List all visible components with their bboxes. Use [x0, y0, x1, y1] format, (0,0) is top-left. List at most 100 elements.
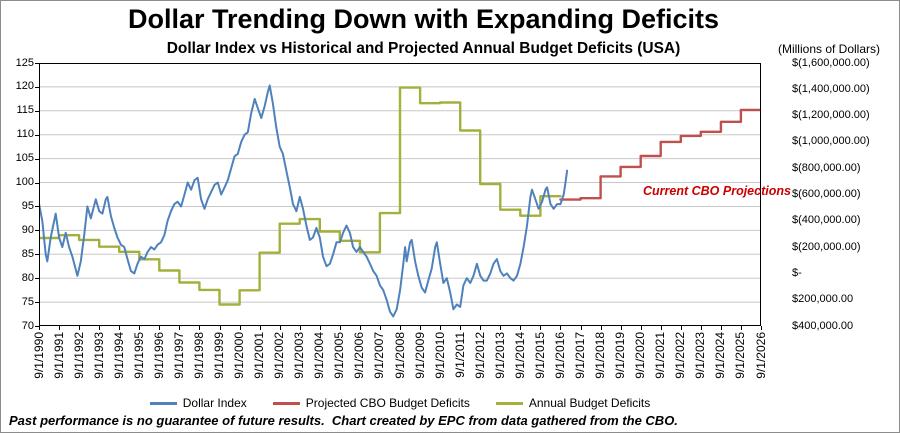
footer-disclaimer: Past performance is no guarantee of futu… — [9, 413, 678, 428]
legend-line-swatch-projected-cbo-budget-deficits — [272, 401, 300, 405]
x-axis-tick-mark — [741, 326, 742, 330]
x-axis-tick-mark — [460, 326, 461, 330]
x-axis-tick-mark — [400, 326, 401, 330]
x-axis-tick-label: 9/1/2014 — [512, 332, 527, 379]
x-axis-tick-mark — [179, 326, 180, 330]
x-axis-tick-mark — [681, 326, 682, 330]
x-axis-tick-label: 9/1/1998 — [191, 332, 206, 379]
y-axis-left-tick-label: 110 — [16, 128, 34, 141]
x-axis-tick-mark — [520, 326, 521, 330]
x-axis-tick-mark — [119, 326, 120, 330]
x-axis-tick-mark — [199, 326, 200, 330]
legend-line-swatch-dollar-index — [149, 401, 177, 405]
x-axis-tick-label: 9/1/1995 — [131, 332, 146, 379]
y-axis-left-tick-label: 125 — [15, 56, 34, 69]
legend-item-dollar-index: Dollar Index — [149, 396, 247, 410]
x-axis-tick-label: 9/1/2007 — [372, 332, 387, 379]
x-axis-tick-mark — [59, 326, 60, 330]
x-axis-tick-label: 9/1/2020 — [633, 332, 648, 379]
y-axis-left-tick-label: 95 — [21, 199, 34, 212]
y-axis-left-tick-mark — [35, 206, 39, 208]
x-axis-tick-label: 9/1/1992 — [71, 332, 86, 379]
x-axis-tick-label: 9/1/2025 — [733, 332, 748, 379]
x-axis-tick-label: 9/1/2008 — [392, 332, 407, 379]
y-axis-left-tick-mark — [35, 158, 39, 160]
x-axis-tick-label: 9/1/2009 — [412, 332, 427, 379]
x-axis-tick-label: 9/1/1999 — [212, 332, 226, 379]
right-axis-units-label: (Millions of Dollars) — [777, 42, 881, 56]
y-axis-right-tick-label: $(800,000.00) — [792, 161, 861, 174]
plot-border — [39, 63, 761, 326]
chart-title: Dollar Trending Down with Expanding Defi… — [127, 4, 720, 34]
legend-label: Projected CBO Budget Deficits — [305, 396, 470, 410]
plot-svg — [37, 63, 763, 326]
x-axis-tick-label: 9/1/2019 — [613, 332, 628, 379]
x-axis-tick-label: 9/1/2018 — [593, 332, 608, 379]
chart-subtitle: Dollar Index vs Historical and Projected… — [166, 40, 681, 57]
legend-item-annual-budget-deficits: Annual Budget Deficits — [495, 396, 651, 410]
x-axis-tick-mark — [440, 326, 441, 330]
x-axis-tick-label: 9/1/2011 — [452, 332, 467, 378]
x-axis-tick-mark — [260, 326, 261, 330]
x-axis-tick-mark — [240, 326, 241, 330]
y-axis-right-tick-label: $(1,200,000.00) — [792, 109, 870, 122]
x-axis-tick-mark — [139, 326, 140, 330]
x-axis-tick-mark — [500, 326, 501, 330]
series-dollar-index — [38, 84, 569, 318]
x-axis-tick-label: 9/1/2005 — [332, 332, 347, 379]
y-axis-left-tick-mark — [35, 134, 39, 136]
legend-label: Annual Budget Deficits — [528, 396, 651, 410]
legend-label: Dollar Index — [182, 396, 247, 410]
x-axis-tick-mark — [320, 326, 321, 330]
x-axis-tick-label: 9/1/2023 — [693, 332, 708, 379]
x-axis-tick-label: 9/1/2015 — [532, 332, 547, 379]
x-axis-tick-label: 9/1/1990 — [31, 332, 46, 379]
y-axis-right-tick-label: $(1,000,000.00) — [792, 135, 870, 148]
x-axis-tick-label: 9/1/2001 — [252, 332, 267, 379]
y-axis-right-tick-label: $(1,400,000.00) — [792, 82, 870, 95]
y-axis-right-tick-label: $- — [792, 266, 802, 279]
y-axis-left-tick-label: 105 — [15, 152, 34, 165]
x-axis-tick-mark — [39, 326, 40, 330]
x-axis-tick-mark — [220, 326, 221, 330]
y-axis-right-tick-label: $400,000.00 — [792, 319, 854, 332]
x-axis-tick-mark — [601, 326, 602, 330]
x-axis-tick-label: 9/1/2010 — [432, 332, 447, 379]
x-axis-tick-mark — [701, 326, 702, 330]
plot-area — [37, 63, 763, 326]
series-annual-budget-deficits — [37, 86, 562, 306]
x-axis-tick-mark — [540, 326, 541, 330]
x-axis-tick-mark — [581, 326, 582, 330]
annotation-current-cbo-projections: Current CBO Projections — [643, 184, 791, 198]
legend-item-projected-cbo-budget-deficits: Projected CBO Budget Deficits — [272, 396, 470, 410]
legend-line-swatch-annual-budget-deficits — [495, 401, 523, 405]
y-axis-left-tick-label: 70 — [21, 319, 34, 332]
y-axis-left-tick-mark — [35, 110, 39, 112]
x-axis-tick-mark — [621, 326, 622, 330]
x-axis-tick-label: 9/1/2012 — [472, 332, 487, 379]
x-axis-tick-label: 9/1/1996 — [151, 332, 166, 379]
y-axis-right-tick-label: $(200,000.00) — [792, 240, 861, 253]
x-axis-tick-mark — [360, 326, 361, 330]
x-axis-tick-mark — [761, 326, 762, 330]
y-axis-left-tick-mark — [35, 254, 39, 256]
x-axis-tick-mark — [79, 326, 80, 330]
x-axis-tick-mark — [480, 326, 481, 330]
x-axis-tick-label: 9/1/2004 — [312, 332, 327, 379]
x-axis-tick-label: 9/1/2017 — [573, 332, 587, 379]
x-axis-tick-mark — [99, 326, 100, 330]
y-axis-left-tick-label: 85 — [21, 247, 34, 260]
y-axis-right-tick-label: $200,000.00 — [792, 293, 854, 306]
y-axis-right-tick-label: $(1,600,000.00) — [792, 56, 870, 69]
x-axis-tick-mark — [159, 326, 160, 330]
y-axis-left-tick-mark — [35, 326, 39, 327]
x-axis-tick-label: 9/1/2000 — [232, 332, 247, 379]
x-axis-tick-label: 9/1/1993 — [91, 332, 106, 379]
x-axis-tick-mark — [560, 326, 561, 330]
x-axis-tick-label: 9/1/2021 — [653, 332, 668, 379]
y-axis-left-tick-mark — [35, 63, 39, 64]
x-axis-tick-mark — [721, 326, 722, 330]
x-axis-tick-mark — [380, 326, 381, 330]
y-axis-left-tick-label: 80 — [21, 271, 34, 284]
x-axis-tick-label: 9/1/2006 — [352, 332, 367, 379]
